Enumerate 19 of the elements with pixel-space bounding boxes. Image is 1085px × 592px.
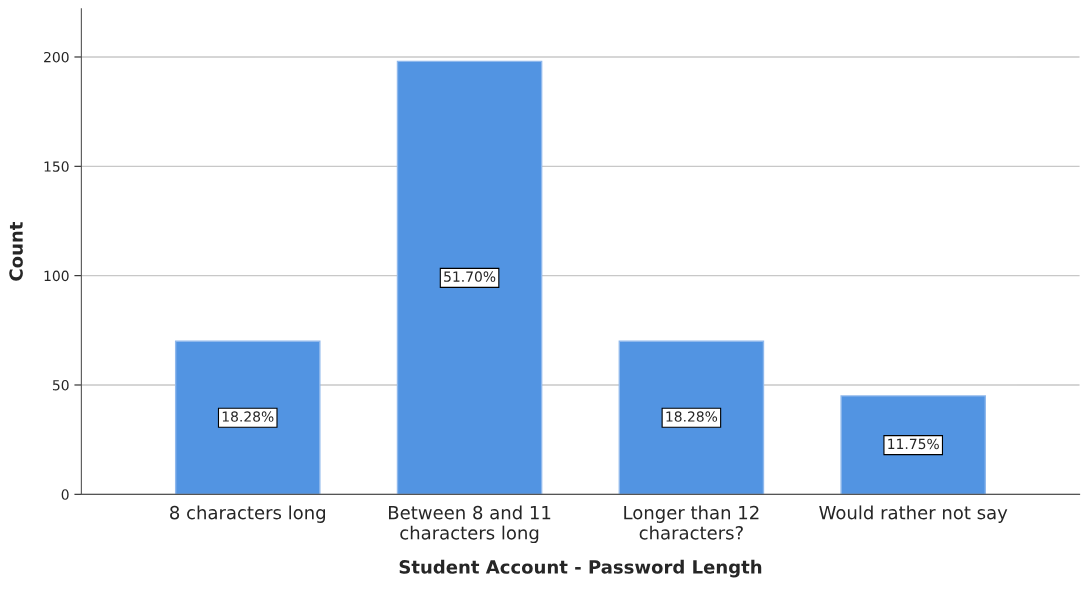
bar — [618, 340, 765, 495]
y-tick-label: 0 — [61, 489, 69, 500]
x-tick-label: Between 8 and 11 characters long — [389, 505, 551, 544]
y-tick-label: 150 — [44, 161, 69, 172]
y-tick-label: 200 — [44, 51, 69, 63]
bar — [174, 340, 321, 495]
y-tick-label: 50 — [52, 379, 69, 391]
annotation: 18.28% — [222, 411, 274, 422]
annotation: 51.70% — [444, 271, 496, 282]
y-tick-label: 100 — [44, 270, 69, 282]
annotation: 11.75% — [888, 438, 939, 450]
x-tick-label: Longer than 12 characters? — [624, 505, 759, 540]
bar — [840, 395, 986, 495]
bar — [396, 60, 543, 495]
x-tick-label: Would rather not say — [819, 505, 1008, 523]
x-tick-label: 8 characters long — [170, 505, 325, 523]
y-axis-title: Count — [9, 222, 23, 281]
annotation: 18.28% — [666, 411, 718, 422]
x-axis-title: Student Account - Password Length — [399, 559, 762, 578]
